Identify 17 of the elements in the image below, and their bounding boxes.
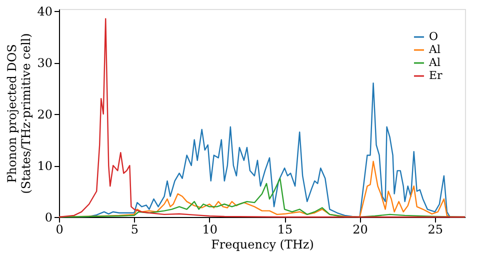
x-tick-label: 0 [56, 222, 64, 236]
x-tick-label: 15 [277, 222, 293, 236]
x-axis-title: Frequency (THz) [211, 238, 314, 252]
legend-label: O [429, 30, 438, 43]
legend-label: Al [428, 43, 441, 56]
y-axis-title: Phonon projected DOS (States/THz·primitive cell) [5, 33, 34, 194]
y-tick-label: 10 [37, 159, 52, 174]
y-tick-label: 20 [37, 108, 52, 122]
y-tick-label: 0 [44, 210, 52, 224]
x-tick-label: 20 [352, 222, 368, 236]
legend-label: Er [429, 69, 444, 82]
legend-label: Al [428, 56, 441, 69]
x-tick-label: 25 [428, 222, 444, 236]
x-tick-label: 5 [130, 222, 139, 236]
y-tick-label: 30 [37, 56, 52, 70]
x-tick-label: 10 [202, 222, 218, 236]
y-tick-label: 40 [37, 4, 52, 19]
